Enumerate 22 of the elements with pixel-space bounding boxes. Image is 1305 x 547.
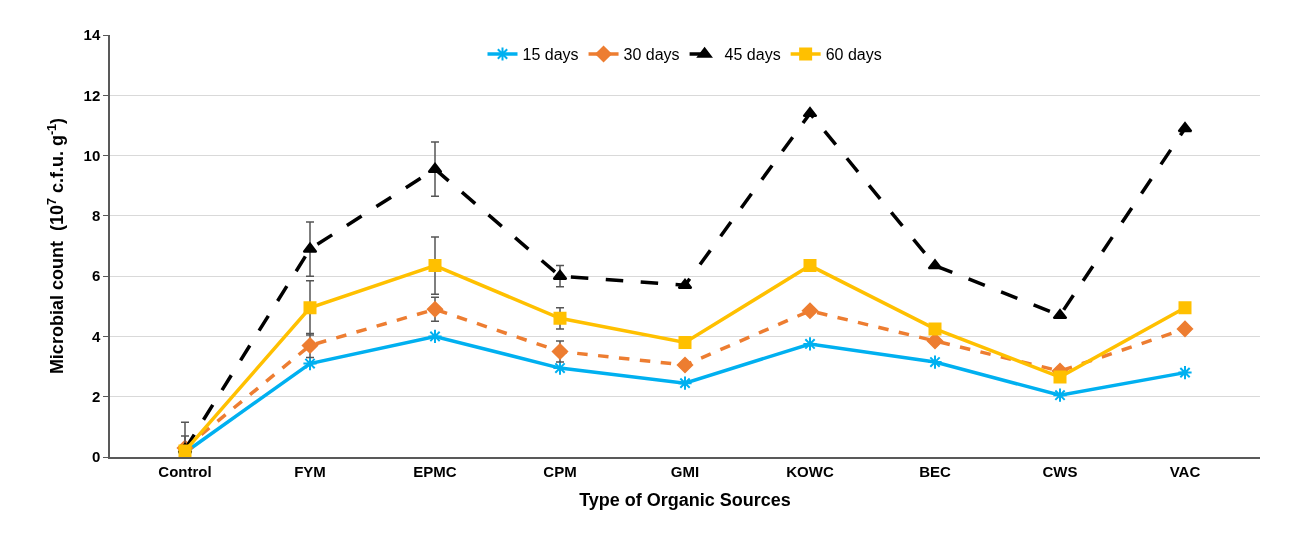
y-tick-label: 6 <box>91 267 101 285</box>
y-tick-label: 4 <box>91 327 101 345</box>
x-tick-label: VAC <box>1169 462 1201 480</box>
y-tick-label: 10 <box>83 146 101 164</box>
x-axis-title: Type of Organic Sources <box>579 490 791 511</box>
y-tick-label: 12 <box>83 86 101 104</box>
y-tick-label: 14 <box>83 26 101 44</box>
legend-label: 15 days <box>522 46 579 64</box>
legend-label: 30 days <box>623 46 680 64</box>
y-tick-label: 0 <box>91 448 101 466</box>
y-tick-label: 8 <box>91 207 101 225</box>
legend-label: 45 days <box>724 46 781 64</box>
x-tick-label: EPMC <box>413 462 457 480</box>
x-tick-label: CWS <box>1042 462 1078 480</box>
x-tick-label: BEC <box>919 462 951 480</box>
legend-label: 60 days <box>825 46 882 64</box>
x-tick-label: Control <box>158 462 212 480</box>
y-tick-label: 2 <box>91 387 101 405</box>
x-tick-label: FYM <box>294 462 326 480</box>
x-tick-label: KOWC <box>786 462 834 480</box>
x-tick-label: GMI <box>670 462 700 480</box>
x-tick-label: CPM <box>543 462 577 480</box>
